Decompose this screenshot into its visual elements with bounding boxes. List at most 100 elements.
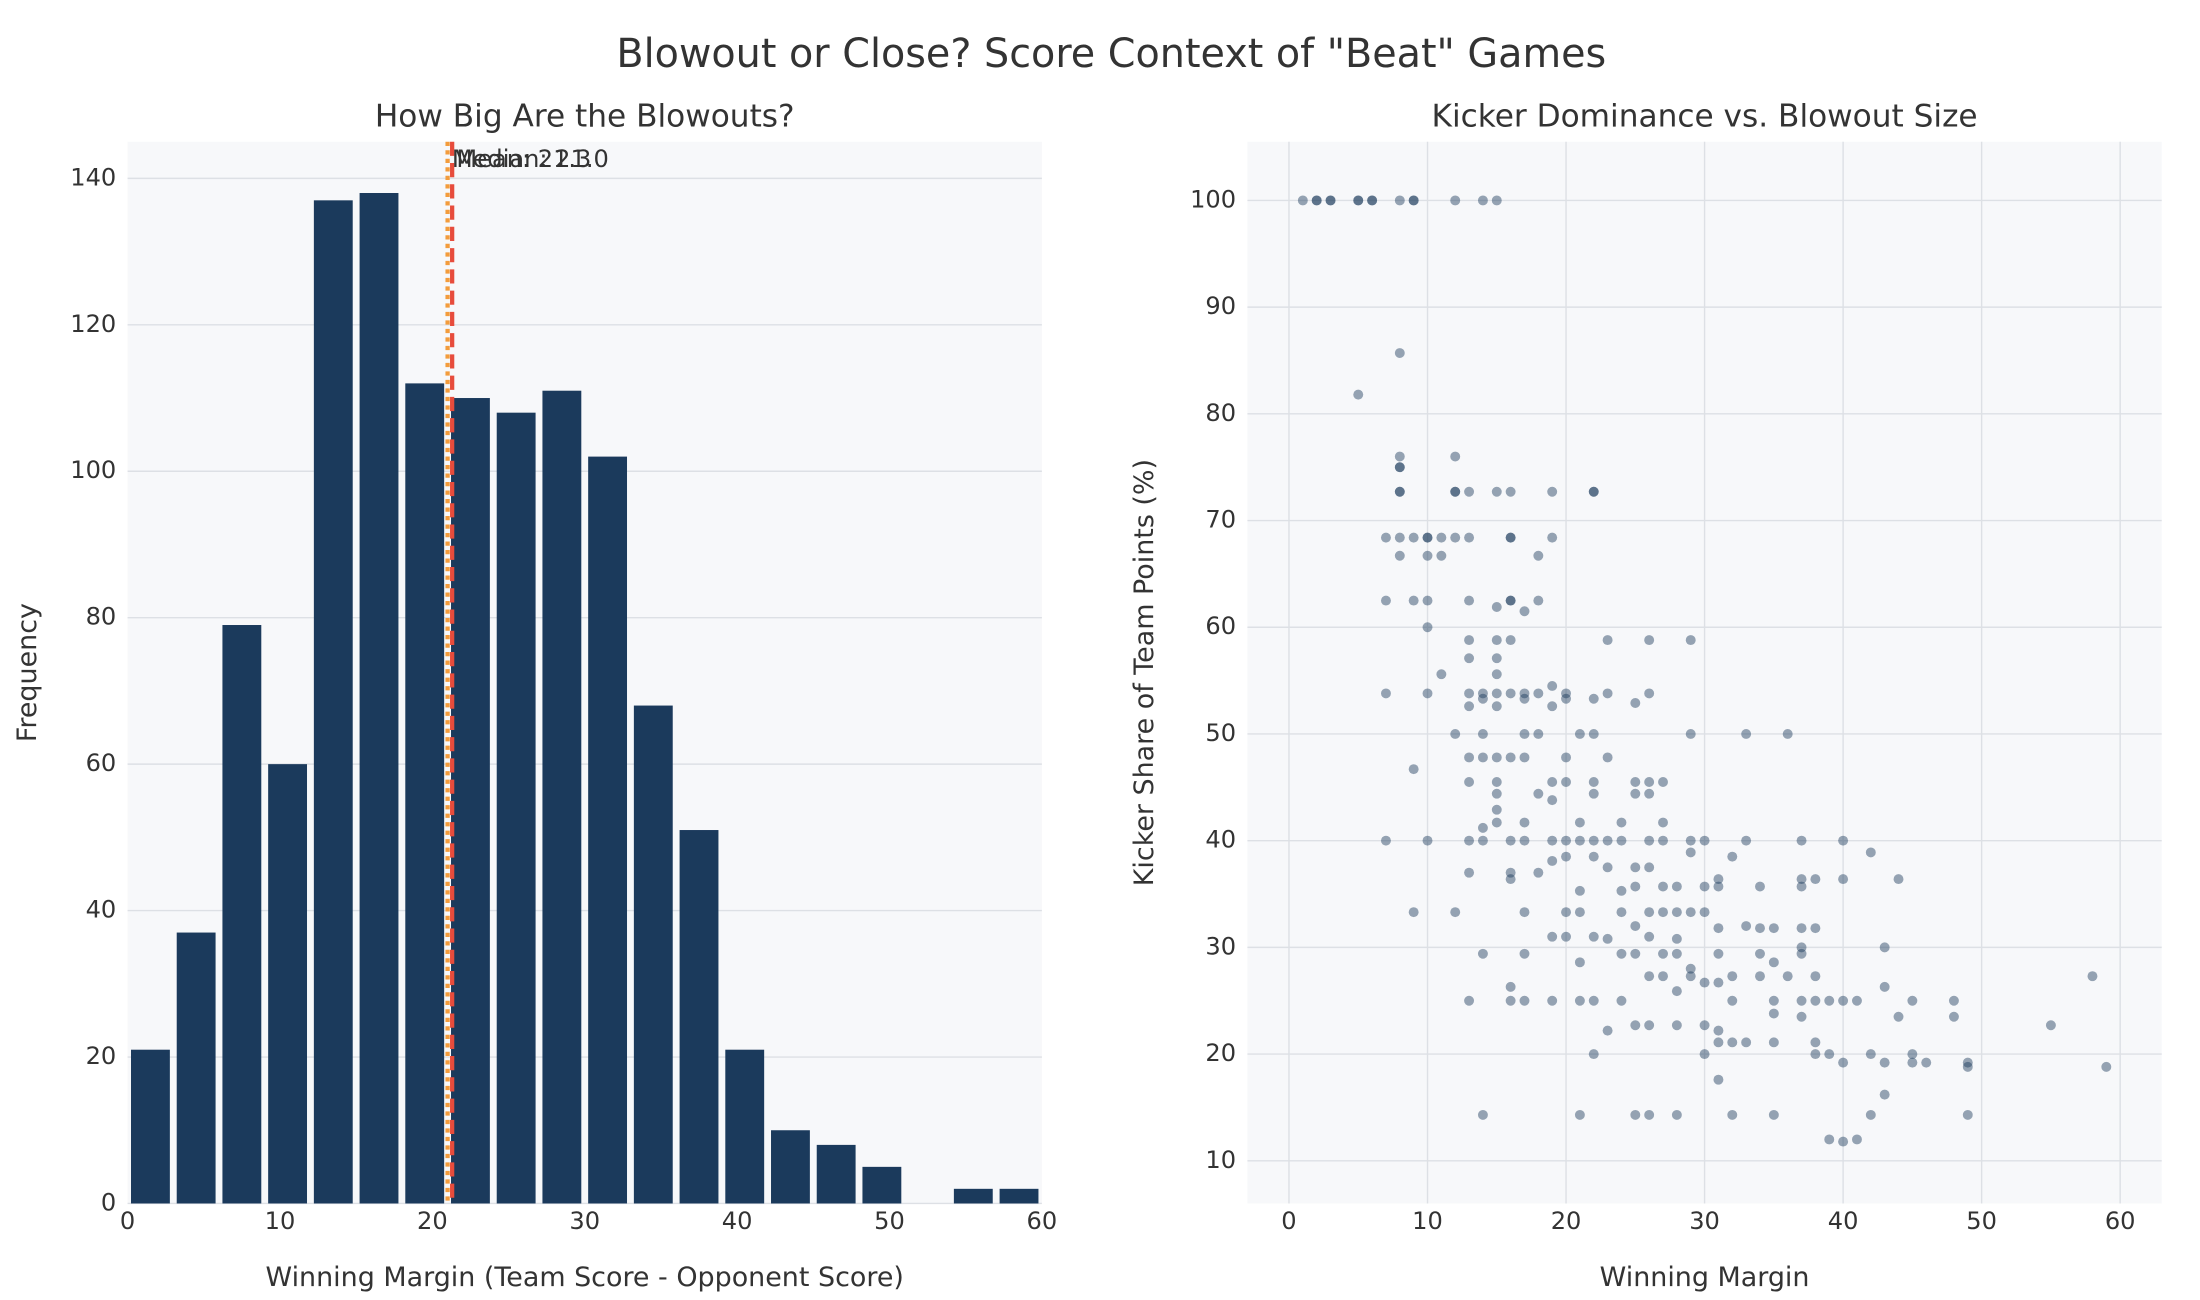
point xyxy=(1394,486,1405,497)
point xyxy=(1658,971,1668,982)
point xyxy=(1574,885,1585,896)
x-tick-label: 50 xyxy=(1966,1207,1997,1235)
point xyxy=(1422,532,1433,543)
point xyxy=(1768,957,1779,968)
point xyxy=(1616,948,1627,959)
point xyxy=(1380,532,1391,543)
point xyxy=(1865,1109,1876,1120)
point xyxy=(1380,688,1391,699)
x-tick-label: 20 xyxy=(1551,1207,1582,1235)
point xyxy=(1671,1109,1682,1120)
point xyxy=(1464,595,1475,606)
point xyxy=(1477,835,1488,846)
point xyxy=(1491,486,1502,497)
point xyxy=(1422,532,1433,543)
point xyxy=(1422,835,1433,846)
point xyxy=(1547,931,1558,942)
point xyxy=(1533,729,1544,739)
point xyxy=(1519,817,1530,828)
point xyxy=(1464,835,1475,846)
point xyxy=(1519,729,1530,739)
point xyxy=(1713,881,1724,892)
point xyxy=(1519,688,1530,699)
point xyxy=(1588,995,1599,1006)
y-tick-label: 50 xyxy=(1205,719,1236,747)
point xyxy=(1367,195,1378,206)
point xyxy=(1394,462,1405,473)
point xyxy=(1658,907,1668,918)
x-axis-label: Winning Margin xyxy=(1600,1262,1810,1293)
point xyxy=(1671,881,1682,892)
point xyxy=(1796,995,1807,1006)
point xyxy=(1616,907,1627,918)
point xyxy=(1436,669,1447,680)
point xyxy=(1311,195,1322,206)
point xyxy=(1699,881,1710,892)
point xyxy=(1533,788,1544,799)
point xyxy=(1879,942,1890,953)
point xyxy=(1422,622,1433,633)
point xyxy=(1699,1049,1710,1060)
point xyxy=(1824,995,1835,1006)
point xyxy=(1464,653,1475,664)
point xyxy=(2045,1020,2056,1031)
point xyxy=(1547,532,1558,543)
x-tick-label: 10 xyxy=(1412,1207,1443,1235)
point xyxy=(1505,635,1516,646)
point xyxy=(1685,907,1696,918)
point xyxy=(1297,195,1308,206)
point xyxy=(1505,486,1516,497)
point xyxy=(1325,195,1336,206)
point xyxy=(1713,923,1724,934)
point xyxy=(1907,1057,1918,1068)
y-tick-label: 100 xyxy=(1190,185,1236,213)
point xyxy=(1477,693,1488,704)
point xyxy=(1464,995,1475,1006)
point xyxy=(1782,729,1793,739)
point xyxy=(1505,532,1516,543)
point xyxy=(1630,1109,1641,1120)
point xyxy=(1353,389,1364,400)
point xyxy=(1796,1011,1807,1022)
point xyxy=(1768,995,1779,1006)
point xyxy=(1616,817,1627,828)
point xyxy=(1838,1057,1849,1068)
point xyxy=(1561,835,1572,846)
reference-label: Median: 21.0 xyxy=(452,145,609,173)
point xyxy=(1644,907,1655,918)
point xyxy=(1588,486,1599,497)
point xyxy=(1394,462,1405,473)
point xyxy=(1658,777,1668,787)
point xyxy=(1367,195,1378,206)
point xyxy=(1727,1037,1738,1048)
point xyxy=(1699,1020,1710,1031)
point xyxy=(1505,995,1516,1006)
point xyxy=(1533,550,1544,561)
point xyxy=(1644,1109,1655,1120)
x-tick-label: 10 xyxy=(265,1207,296,1235)
point xyxy=(1768,1037,1779,1048)
point xyxy=(1671,907,1682,918)
point xyxy=(1477,195,1488,206)
point xyxy=(1824,1049,1835,1060)
point xyxy=(1810,995,1821,1006)
point xyxy=(1602,752,1613,763)
point xyxy=(1574,817,1585,828)
point xyxy=(1893,1011,1904,1022)
point xyxy=(1685,835,1696,846)
point xyxy=(1602,862,1613,873)
x-axis-label: Winning Margin (Team Score - Opponent Sc… xyxy=(266,1262,904,1293)
y-tick-label: 30 xyxy=(1205,932,1236,960)
point xyxy=(1477,948,1488,959)
point xyxy=(1574,835,1585,846)
point xyxy=(1561,851,1572,862)
point xyxy=(1741,921,1752,931)
point xyxy=(1671,986,1682,997)
point xyxy=(1713,977,1724,988)
point xyxy=(1450,907,1461,918)
point xyxy=(1574,1109,1585,1120)
point xyxy=(1616,995,1627,1006)
y-tick-label: 60 xyxy=(86,749,117,777)
point xyxy=(1616,885,1627,896)
point xyxy=(1519,835,1530,846)
